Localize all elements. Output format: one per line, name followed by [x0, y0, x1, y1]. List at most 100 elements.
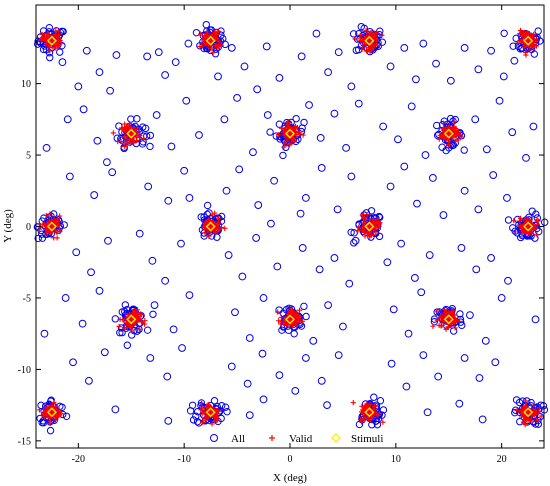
all-point	[240, 62, 249, 71]
all-point	[419, 351, 428, 360]
all-point	[428, 174, 437, 182]
all-point	[376, 397, 385, 405]
valid-point	[213, 415, 219, 421]
valid-point	[367, 417, 374, 423]
stimulus-point	[46, 35, 57, 46]
valid-point	[122, 310, 129, 317]
x-axis-label: X (deg)	[273, 472, 307, 484]
valid-point	[276, 318, 282, 324]
valid-point	[521, 44, 527, 50]
valid-point	[120, 317, 126, 323]
all-point	[224, 251, 233, 259]
x-tick-label: 20	[497, 454, 507, 465]
all-point	[511, 408, 519, 417]
all-point	[214, 72, 222, 81]
all-point	[164, 416, 173, 425]
valid-point	[211, 34, 217, 40]
valid-point	[290, 137, 296, 143]
all-point	[460, 354, 469, 362]
all-point	[355, 30, 363, 38]
valid-point	[202, 230, 208, 236]
all-point	[58, 403, 66, 411]
all-point	[106, 86, 114, 95]
all-point	[455, 399, 464, 408]
all-point	[402, 382, 411, 391]
valid-point	[371, 403, 378, 409]
all-point	[112, 51, 121, 59]
valid-point	[284, 124, 291, 130]
all-point	[197, 399, 206, 407]
all-point	[457, 244, 466, 252]
all-point	[221, 403, 230, 411]
all-point	[510, 56, 519, 65]
all-point	[446, 114, 455, 123]
valid-point	[438, 313, 444, 319]
valid-point	[445, 324, 451, 331]
valid-point	[199, 411, 205, 417]
valid-point	[141, 321, 148, 327]
all-point	[474, 205, 483, 214]
all-point	[116, 328, 124, 337]
all-point	[339, 322, 347, 331]
valid-point	[538, 413, 544, 419]
valid-point	[359, 212, 365, 218]
valid-point	[362, 42, 368, 48]
all-point	[61, 294, 70, 302]
all-point	[233, 93, 241, 102]
valid-point	[534, 222, 540, 228]
all-point	[394, 135, 402, 144]
all-point	[386, 62, 395, 71]
all-point	[297, 52, 306, 61]
valid-point	[376, 223, 382, 229]
valid-point	[439, 318, 445, 324]
stimulus-point	[126, 314, 137, 325]
valid-point	[371, 414, 377, 421]
valid-point	[282, 140, 288, 147]
all-point	[249, 148, 257, 157]
all-point	[63, 115, 72, 124]
all-point	[508, 128, 517, 137]
all-point	[118, 328, 126, 337]
all-point	[474, 65, 483, 74]
all-point	[272, 132, 280, 140]
all-point	[471, 115, 480, 124]
valid-point	[127, 136, 133, 142]
valid-point	[442, 310, 448, 316]
valid-point	[208, 45, 214, 51]
valid-point	[52, 220, 59, 226]
valid-point	[275, 309, 281, 315]
valid-point	[533, 38, 539, 44]
valid-point	[286, 141, 293, 148]
valid-point	[525, 409, 532, 416]
all-point	[290, 330, 298, 338]
all-point	[417, 288, 426, 297]
valid-point	[457, 132, 463, 138]
all-point	[412, 75, 420, 84]
all-point	[245, 411, 254, 420]
valid-point	[355, 228, 361, 234]
stimulus-point	[523, 407, 534, 418]
valid-point	[214, 221, 221, 227]
valid-point	[300, 132, 306, 138]
all-point	[410, 274, 419, 282]
valid-point	[296, 307, 303, 313]
all-point	[220, 115, 229, 124]
valid-point	[376, 42, 383, 49]
valid-point	[533, 417, 539, 423]
valid-point	[285, 136, 291, 142]
all-point	[149, 310, 157, 318]
all-point	[217, 31, 225, 39]
valid-point	[198, 31, 204, 37]
all-point	[189, 416, 198, 424]
valid-point	[199, 419, 206, 425]
stimulus-point	[46, 407, 57, 418]
all-point	[354, 99, 363, 108]
all-point	[148, 256, 157, 265]
valid-point	[512, 229, 519, 235]
valid-point	[523, 403, 530, 409]
x-tick-label: -10	[177, 454, 190, 465]
valid-point	[367, 401, 373, 408]
valid-point	[350, 400, 356, 406]
all-point	[397, 239, 406, 248]
valid-point	[43, 226, 49, 233]
